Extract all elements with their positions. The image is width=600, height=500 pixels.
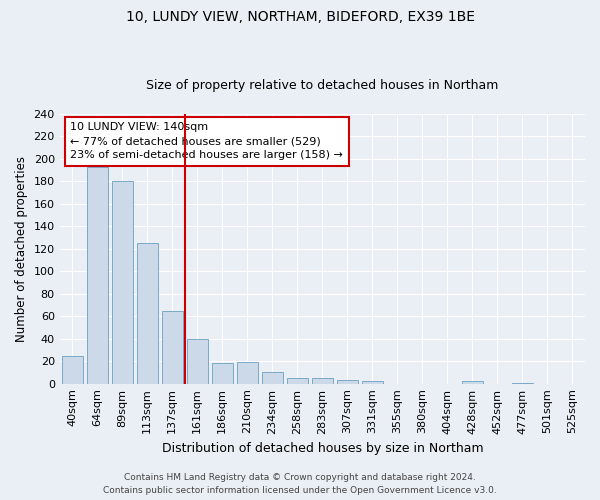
Text: 10, LUNDY VIEW, NORTHAM, BIDEFORD, EX39 1BE: 10, LUNDY VIEW, NORTHAM, BIDEFORD, EX39 … [125, 10, 475, 24]
Bar [362, 382, 383, 384]
Bar [212, 364, 233, 384]
Bar [187, 338, 208, 384]
Bar [112, 182, 133, 384]
Text: Contains HM Land Registry data © Crown copyright and database right 2024.
Contai: Contains HM Land Registry data © Crown c… [103, 474, 497, 495]
Y-axis label: Number of detached properties: Number of detached properties [15, 156, 28, 342]
Bar [161, 310, 183, 384]
Bar [462, 382, 483, 384]
Bar [512, 382, 533, 384]
Bar [312, 378, 333, 384]
Bar [262, 372, 283, 384]
Title: Size of property relative to detached houses in Northam: Size of property relative to detached ho… [146, 79, 499, 92]
Bar [62, 356, 83, 384]
Bar [86, 167, 108, 384]
Text: 10 LUNDY VIEW: 140sqm
← 77% of detached houses are smaller (529)
23% of semi-det: 10 LUNDY VIEW: 140sqm ← 77% of detached … [70, 122, 343, 160]
X-axis label: Distribution of detached houses by size in Northam: Distribution of detached houses by size … [161, 442, 483, 455]
Bar [236, 362, 258, 384]
Bar [137, 243, 158, 384]
Bar [337, 380, 358, 384]
Bar [287, 378, 308, 384]
